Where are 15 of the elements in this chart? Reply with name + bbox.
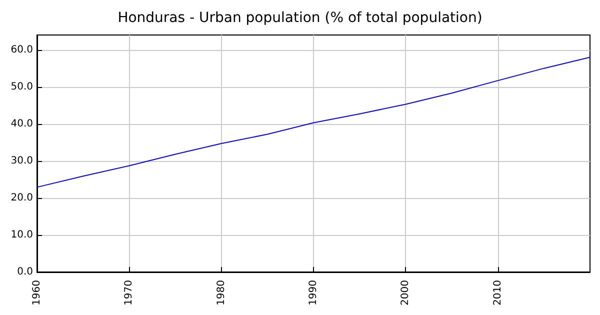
line-series: [36, 56, 590, 188]
y-tick-label: 30.0: [10, 155, 33, 166]
y-tick-label: 50.0: [10, 81, 33, 92]
chart-title: Honduras - Urban population (% of total population): [118, 10, 482, 26]
x-tick-label: 1970: [124, 280, 135, 306]
x-tick-label: 2010: [492, 280, 504, 306]
x-tick-label: 1980: [216, 280, 227, 306]
y-tick-label: 20.0: [10, 192, 33, 204]
x-tick-label: 1960: [32, 280, 42, 306]
y-tick-label: 10.0: [10, 229, 33, 240]
x-tick-label: 1990: [308, 280, 319, 306]
y-tick-label: 40.0: [10, 118, 33, 130]
x-tick-label: 2000: [400, 280, 412, 306]
y-tick-label: 60.0: [10, 44, 33, 56]
y-tick-label: 0.0: [17, 266, 33, 278]
